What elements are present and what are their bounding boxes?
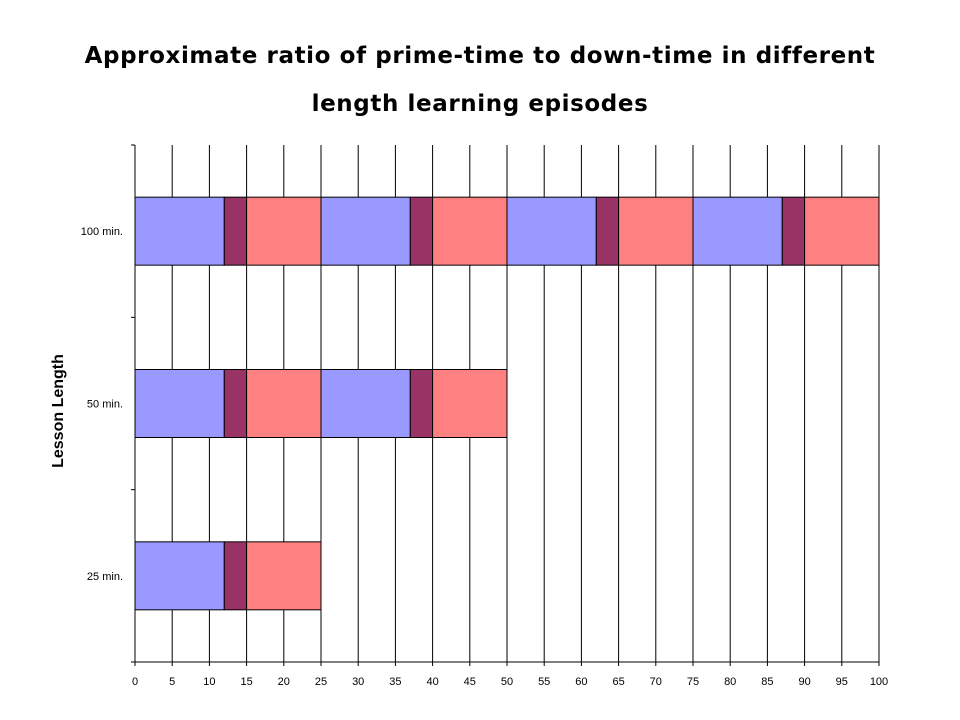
y-tick-label-25-min: 25 min. — [87, 571, 123, 583]
bar-segment-100-min-2 — [223, 196, 248, 266]
bar-segment-100-min-10 — [692, 196, 783, 266]
x-tick-label-60: 60 — [575, 676, 587, 688]
x-tick-label-30: 30 — [352, 676, 364, 688]
chart-title-line-2: length learning episodes — [311, 91, 649, 117]
bar-segment-25-min-3 — [246, 541, 322, 611]
x-tick-label-25: 25 — [315, 676, 327, 688]
x-tick-label-90: 90 — [798, 676, 810, 688]
x-tick-label-40: 40 — [426, 676, 438, 688]
bar-segment-50-min-2 — [223, 369, 248, 438]
bar-segment-50-min-3 — [246, 369, 322, 438]
x-tick-label-80: 80 — [724, 676, 736, 688]
x-tick-label-20: 20 — [278, 676, 290, 688]
bar-segment-25-min-2 — [223, 541, 248, 611]
bar-segment-100-min-1 — [134, 196, 225, 266]
bar-segment-50-min-1 — [134, 369, 225, 438]
bar-segment-100-min-12 — [804, 196, 880, 266]
bar-segment-100-min-11 — [781, 196, 806, 266]
axes — [131, 144, 880, 666]
x-tick-label-15: 15 — [240, 676, 252, 688]
y-tick-labels: 100 min. 50 min. 25 min. — [81, 226, 123, 583]
chart-title-line-1: Approximate ratio of prime-time to down-… — [84, 43, 876, 69]
y-tick-label-100-min: 100 min. — [81, 226, 123, 238]
chart-title: Approximate ratio of prime-time to down-… — [40, 32, 920, 128]
bar-segment-100-min-9 — [618, 196, 694, 266]
bar-segment-100-min-4 — [320, 196, 411, 266]
x-tick-label-35: 35 — [389, 676, 401, 688]
bars — [134, 196, 880, 611]
x-tick-label-85: 85 — [761, 676, 773, 688]
bar-segment-100-min-8 — [595, 196, 620, 266]
y-axis-label: Lesson Length — [50, 354, 67, 468]
x-tick-label-75: 75 — [687, 676, 699, 688]
bar-segment-50-min-6 — [432, 369, 508, 438]
x-tick-label-95: 95 — [836, 676, 848, 688]
x-tick-label-10: 10 — [203, 676, 215, 688]
x-tick-labels: 0 5 10 15 20 25 30 35 40 45 50 55 60 65 70 75 80 85 90 95 10… — [132, 676, 888, 688]
x-tick-label-0: 0 — [132, 676, 138, 688]
bar-segment-25-min-1 — [134, 541, 225, 611]
x-tick-label-70: 70 — [650, 676, 662, 688]
x-tick-label-5: 5 — [169, 676, 175, 688]
bar-segment-100-min-6 — [432, 196, 508, 266]
bar-segment-100-min-7 — [506, 196, 597, 266]
bar-segment-50-min-4 — [320, 369, 411, 438]
x-tick-label-65: 65 — [612, 676, 624, 688]
x-tick-label-100: 100 — [870, 676, 888, 688]
x-tick-label-45: 45 — [464, 676, 476, 688]
bar-segment-100-min-3 — [246, 196, 322, 266]
x-tick-label-55: 55 — [538, 676, 550, 688]
bar-segment-50-min-5 — [409, 369, 434, 438]
bar-segment-100-min-5 — [409, 196, 434, 266]
y-tick-label-50-min: 50 min. — [87, 399, 123, 411]
x-tick-label-50: 50 — [501, 676, 513, 688]
